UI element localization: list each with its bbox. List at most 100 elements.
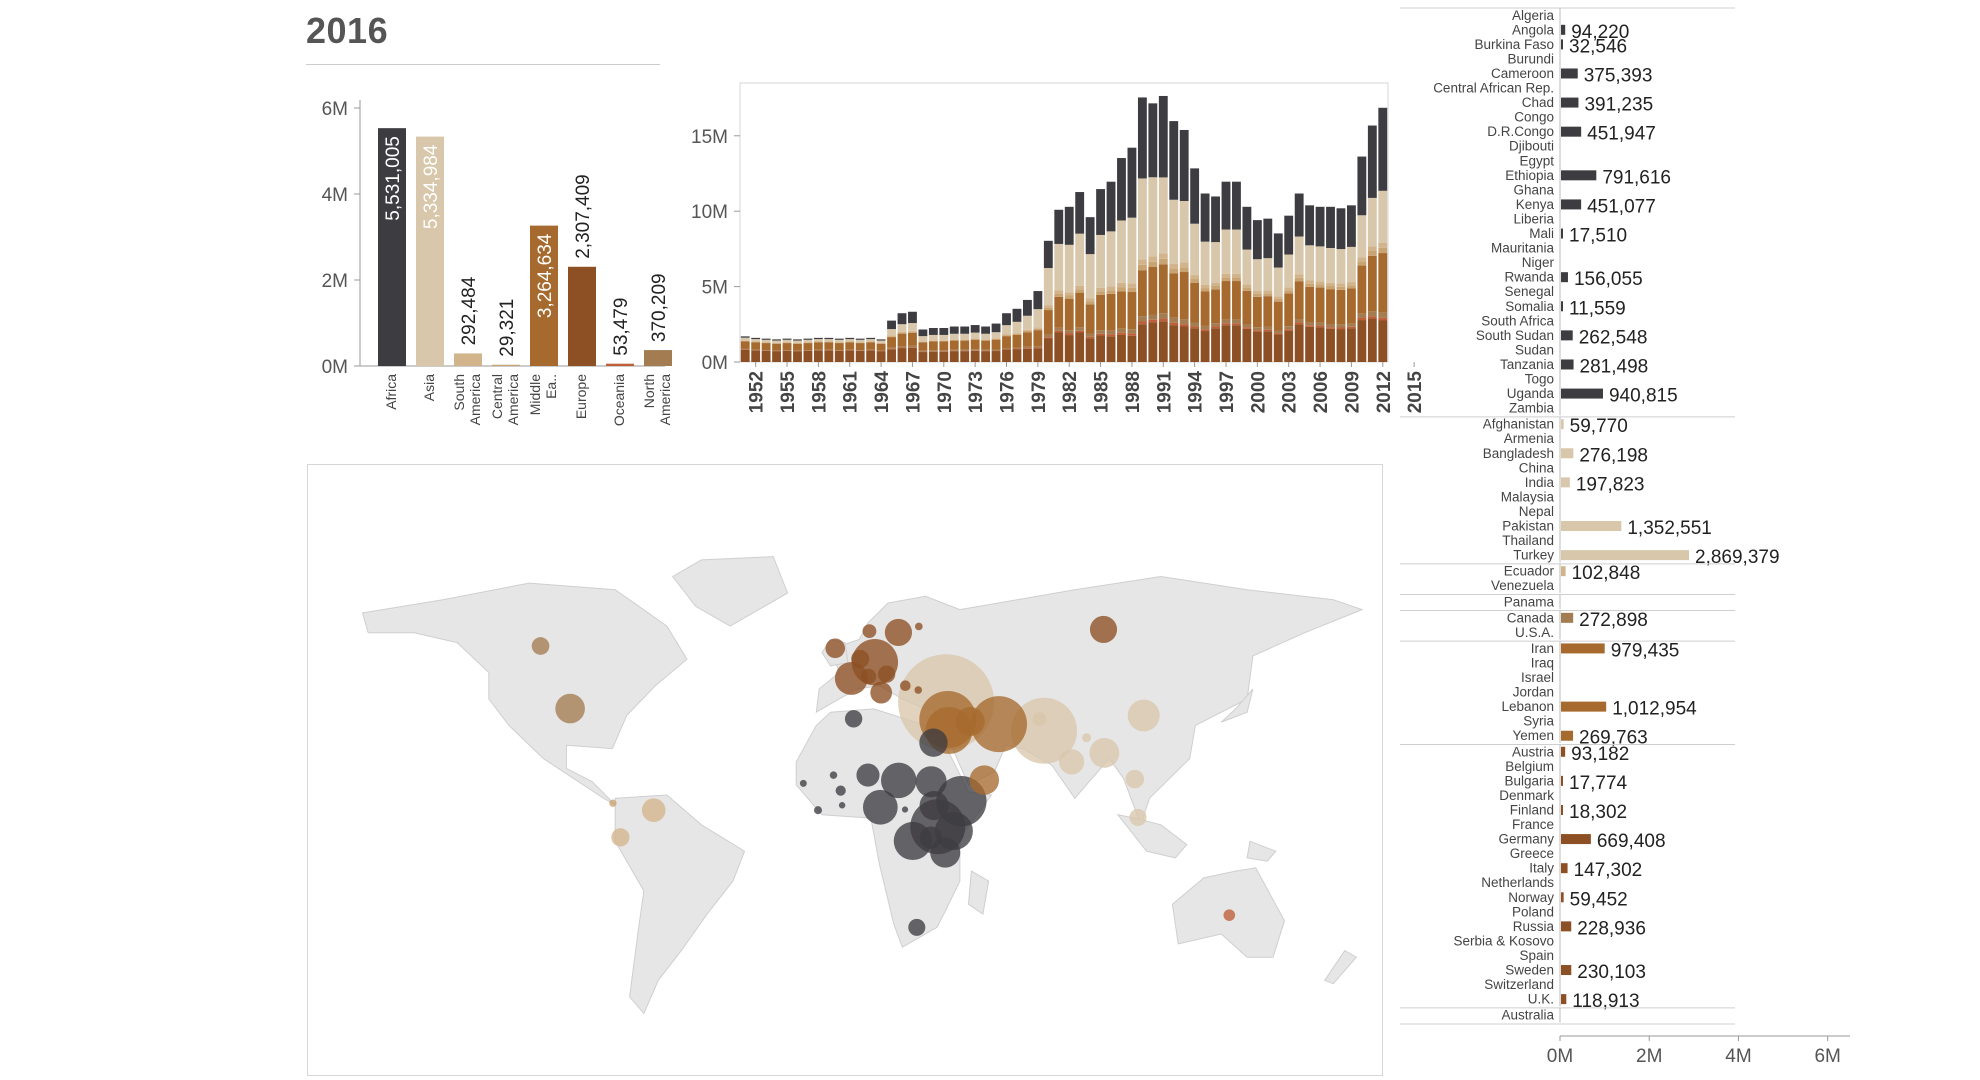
stacked-bar-segment <box>845 350 855 362</box>
country-bar <box>1561 359 1574 370</box>
region-value-label: 292,484 <box>459 276 480 345</box>
stacked-bar-segment <box>1022 348 1032 349</box>
x-tick-label: 1979 <box>1029 371 1050 413</box>
stacked-bar-segment <box>1200 284 1210 289</box>
country-name-label: Togo <box>1525 372 1554 387</box>
map-bubble <box>908 918 926 936</box>
stacked-bar-segment <box>876 339 886 341</box>
y-tick-label: 0M <box>322 357 348 378</box>
stacked-bar-segment <box>1022 330 1032 333</box>
stacked-bar-segment <box>740 340 750 342</box>
stacked-bar-segment <box>1284 254 1294 288</box>
stacked-bar-segment <box>1326 206 1335 248</box>
land-shape <box>361 582 688 806</box>
stacked-bar-segment <box>1263 329 1273 332</box>
stacked-bar-segment <box>1273 301 1283 331</box>
country-value-label: 276,198 <box>1579 445 1648 466</box>
stacked-bar-segment <box>1252 296 1262 328</box>
stacked-bar-segment <box>1106 231 1116 287</box>
stacked-bar-segment <box>1064 333 1074 336</box>
stacked-bar-segment <box>1169 317 1179 323</box>
country-name-label: Niger <box>1522 255 1555 270</box>
stacked-bar-segment <box>939 351 949 362</box>
country-name-label: Finland <box>1510 802 1554 817</box>
stacked-bar-segment <box>939 350 949 352</box>
stacked-bar-segment <box>1211 196 1220 243</box>
stacked-bar-segment <box>1043 305 1053 308</box>
stacked-bar-segment <box>1190 223 1200 276</box>
country-bar <box>1561 834 1591 845</box>
map-bubble <box>825 638 846 659</box>
country-name-label: Austria <box>1512 744 1555 759</box>
country-name-label: Italy <box>1529 861 1554 876</box>
stacked-bar-segment <box>1179 272 1189 320</box>
stacked-bar-segment <box>782 339 792 343</box>
country-name-label: Serbia & Kosovo <box>1453 933 1554 948</box>
country-value-label: 59,452 <box>1570 889 1628 910</box>
map-bubble <box>919 728 948 757</box>
stacked-bar-segment <box>1096 335 1106 362</box>
stacked-bar-segment <box>1158 264 1168 314</box>
stacked-bar-segment <box>1137 264 1147 271</box>
country-name-label: Zambia <box>1509 401 1555 416</box>
stacked-bar-segment <box>887 337 896 348</box>
stacked-bar-segment <box>1242 327 1252 329</box>
y-tick-label: 4M <box>322 185 348 206</box>
stacked-bar-segment <box>1378 247 1388 254</box>
stacked-bar-segment <box>1326 247 1335 283</box>
country-value-label: 32,546 <box>1569 36 1627 57</box>
stacked-bar-segment <box>1221 181 1231 230</box>
country-bar <box>1561 612 1574 623</box>
stacked-bar-segment <box>991 351 1001 362</box>
stacked-bar-segment <box>876 340 886 343</box>
stacked-bar-segment <box>1043 240 1053 269</box>
stacked-bar-segment <box>1085 333 1095 337</box>
stacked-bar-segment <box>1200 193 1210 242</box>
land-shape <box>1246 840 1277 862</box>
stacked-bar-segment <box>1190 322 1200 327</box>
map-bubble <box>860 668 877 685</box>
stacked-bar-segment <box>1305 245 1315 281</box>
stacked-bar-segment <box>1242 328 1252 362</box>
region-category-line: South <box>451 374 467 411</box>
world-map[interactable] <box>307 464 1383 1076</box>
map-bubble <box>1011 697 1078 764</box>
x-tick-label: 1991 <box>1154 371 1175 414</box>
stacked-bar-segment <box>1346 285 1356 289</box>
stacked-bar-segment <box>1263 293 1273 297</box>
country-bar <box>1561 419 1564 430</box>
stacked-bar-segment <box>1117 328 1126 333</box>
country-value-label: 791,616 <box>1602 167 1671 188</box>
stacked-bar-segment <box>1252 327 1262 331</box>
stacked-bar-segment <box>1043 307 1053 311</box>
stacked-bar-segment <box>1315 322 1325 326</box>
stacked-bar-segment <box>1357 215 1367 258</box>
country-bar <box>1561 388 1603 399</box>
stacked-bar-segment <box>1054 296 1064 328</box>
country-value-label: 156,055 <box>1574 269 1643 290</box>
stacked-bar-segment <box>1346 205 1356 247</box>
map-bubble <box>555 693 585 724</box>
stacked-bar-segment <box>981 351 991 362</box>
stacked-bar-segment <box>1169 268 1179 274</box>
map-bubble <box>838 801 846 809</box>
stacked-bar-segment <box>1326 327 1335 329</box>
stacked-bar-segment <box>970 339 980 340</box>
stacked-bar-segment <box>866 339 876 342</box>
x-tick-label: 6M <box>1814 1046 1840 1067</box>
stacked-bar-segment <box>1179 319 1189 325</box>
stacked-bar-segment <box>1148 261 1158 267</box>
stacked-bar-segment <box>1002 335 1011 337</box>
stacked-bar-segment <box>908 347 917 348</box>
x-tick-label: 2M <box>1636 1046 1662 1067</box>
country-bar <box>1561 746 1566 757</box>
stacked-bar-segment <box>1357 317 1367 321</box>
country-name-label: Afghanistan <box>1483 417 1554 432</box>
stacked-bar-segment <box>1315 327 1325 362</box>
y-tick-label: 2M <box>322 271 348 292</box>
land-shape <box>1220 688 1254 723</box>
stacked-bar-segment <box>1085 298 1095 302</box>
stacked-bar-segment <box>887 347 896 349</box>
stacked-bar-segment <box>1252 291 1262 294</box>
stacked-bar-segment <box>1200 325 1210 330</box>
